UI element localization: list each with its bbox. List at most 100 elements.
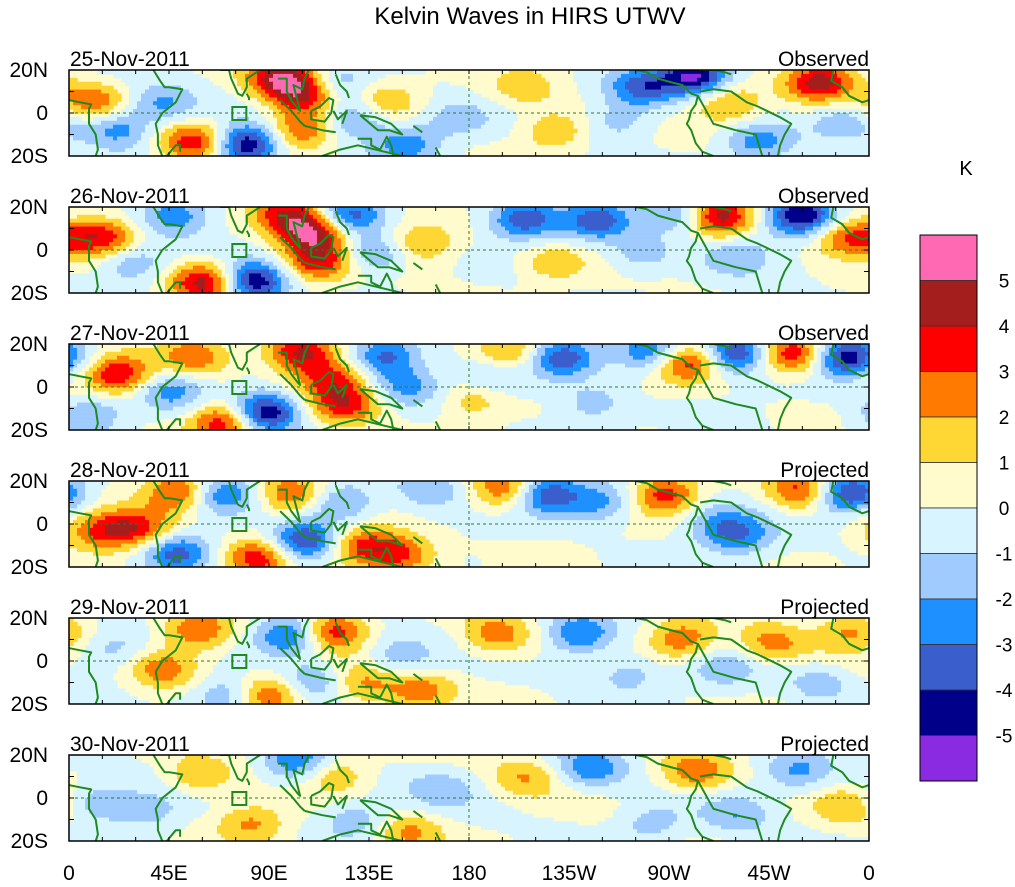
contour-cell [173, 70, 178, 75]
contour-cell [381, 234, 386, 239]
contour-cell [501, 81, 506, 87]
contour-cell [765, 214, 770, 220]
contour-cell [637, 242, 642, 247]
contour-cell [313, 218, 318, 224]
contour-cell [145, 116, 150, 122]
contour-cell [349, 70, 354, 75]
contour-cell [721, 85, 726, 91]
contour-cell [85, 128, 90, 134]
contour-cell [337, 128, 342, 134]
contour-cell [437, 109, 442, 114]
contour-cell [305, 218, 310, 224]
contour-cell [201, 101, 206, 106]
contour-cell [841, 152, 846, 156]
contour-cell [321, 218, 326, 224]
contour-cell [205, 124, 210, 130]
contour-cell [177, 234, 182, 239]
contour-cell [285, 207, 290, 212]
contour-cell [217, 105, 222, 110]
contour-cell [473, 105, 478, 110]
contour-cell [433, 124, 438, 130]
contour-cell [353, 140, 358, 145]
contour-cell [109, 140, 114, 145]
contour-cell [789, 77, 794, 83]
contour-cell [117, 222, 122, 228]
contour-cell [753, 238, 758, 243]
contour-cell [637, 128, 642, 134]
contour-cell [589, 234, 594, 239]
contour-cell [865, 148, 869, 153]
contour-cell [865, 230, 869, 235]
contour-cell [77, 222, 82, 228]
contour-cell [353, 148, 358, 153]
contour-cell [545, 116, 550, 122]
contour-cell [413, 128, 418, 134]
contour-cell [817, 152, 822, 156]
contour-cell [297, 89, 302, 95]
contour-cell [333, 73, 338, 79]
contour-cell [817, 120, 822, 126]
contour-cell [149, 116, 154, 122]
contour-cell [641, 85, 646, 91]
contour-cell [641, 140, 646, 145]
contour-cell [385, 148, 390, 153]
contour-cell [457, 85, 462, 91]
contour-cell [677, 85, 682, 91]
contour-cell [617, 93, 622, 98]
contour-cell [697, 85, 702, 91]
contour-cell [157, 226, 162, 232]
contour-cell [389, 70, 394, 75]
contour-cell [349, 214, 354, 220]
contour-cell [181, 73, 186, 79]
contour-cell [549, 124, 554, 130]
contour-cell [533, 85, 538, 91]
contour-cell [537, 77, 542, 83]
contour-cell [165, 144, 170, 149]
contour-cell [601, 116, 606, 122]
contour-cell [813, 101, 818, 106]
contour-cell [645, 77, 650, 83]
contour-cell [449, 97, 454, 102]
contour-cell [189, 136, 194, 141]
contour-cell [453, 89, 458, 95]
contour-cell [229, 234, 234, 239]
contour-cell [69, 81, 74, 87]
contour-cell [581, 73, 586, 79]
contour-cell [709, 70, 714, 75]
contour-cell [865, 120, 869, 126]
contour-cell [701, 152, 706, 156]
contour-cell [625, 148, 630, 153]
contour-cell [177, 238, 182, 243]
contour-cell [145, 207, 150, 212]
contour-cell [113, 242, 118, 247]
contour-cell [349, 132, 354, 138]
contour-cell [173, 230, 178, 235]
contour-cell [861, 144, 866, 149]
contour-cell [413, 238, 418, 243]
contour-cell [641, 101, 646, 106]
contour-cell [405, 70, 410, 75]
contour-cell [773, 120, 778, 126]
contour-cell [381, 93, 386, 98]
contour-cell [485, 116, 490, 122]
contour-cell [285, 210, 290, 216]
contour-cell [653, 70, 658, 75]
contour-cell [185, 81, 190, 87]
contour-cell [313, 97, 318, 102]
contour-cell [109, 97, 114, 102]
contour-cell [233, 109, 238, 114]
contour-cell [117, 242, 122, 247]
contour-cell [97, 116, 102, 122]
contour-cell [549, 214, 554, 220]
contour-cell [865, 136, 869, 141]
contour-cell [141, 77, 146, 83]
contour-cell [513, 238, 518, 243]
contour-cell [445, 148, 450, 153]
contour-cell [217, 101, 222, 106]
contour-cell [753, 144, 758, 149]
contour-cell [837, 120, 842, 126]
contour-cell [469, 218, 474, 224]
contour-cell [333, 230, 338, 235]
contour-cell [433, 113, 438, 118]
contour-cell [581, 97, 586, 102]
